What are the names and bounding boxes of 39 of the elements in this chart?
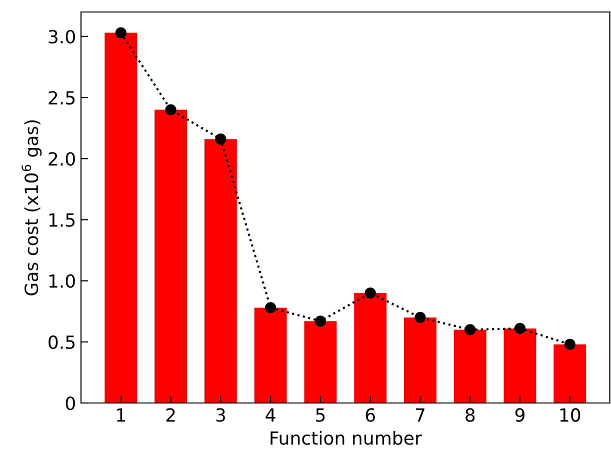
x-tick-label: 6 [366, 408, 375, 422]
x-axis-title: Function number [270, 430, 422, 445]
point [414, 312, 426, 324]
point [265, 302, 276, 314]
bar [204, 139, 237, 403]
point [115, 27, 126, 38]
point [514, 322, 526, 334]
y-tick-label: 1.5 [49, 213, 75, 227]
y-axis-title: Gas cost (x10$^{6}$ gas) [22, 120, 42, 296]
y-tick-label: 2.5 [48, 90, 75, 105]
point [364, 287, 376, 299]
y-tick-label: 0 [66, 396, 75, 410]
bar [304, 321, 337, 403]
y-tick-label: 2.0 [48, 152, 75, 166]
bar [554, 344, 586, 403]
x-tick-label: 1 [117, 408, 125, 422]
point [215, 134, 226, 145]
x-tick-label: 10 [560, 408, 580, 422]
bar [104, 32, 138, 403]
x-tick-label: 8 [466, 408, 475, 422]
x-tick-label: 5 [316, 408, 325, 422]
y-tick-label: 0.5 [48, 335, 75, 350]
bar [404, 317, 436, 403]
y-tick-label: 1.0 [49, 274, 75, 288]
bar [354, 293, 387, 403]
bar [454, 330, 486, 403]
point [314, 316, 326, 327]
x-tick-label: 2 [166, 408, 175, 422]
bar [154, 110, 188, 403]
x-tick-label: 9 [515, 408, 524, 422]
x-tick-label: 7 [416, 408, 424, 422]
point [464, 324, 476, 336]
bar [504, 328, 536, 403]
bar [254, 308, 287, 403]
y-tick-label: 3.0 [48, 30, 75, 44]
x-tick-label: 3 [216, 408, 225, 422]
point [564, 338, 576, 350]
point [165, 104, 176, 116]
x-tick-label: 4 [266, 408, 276, 422]
